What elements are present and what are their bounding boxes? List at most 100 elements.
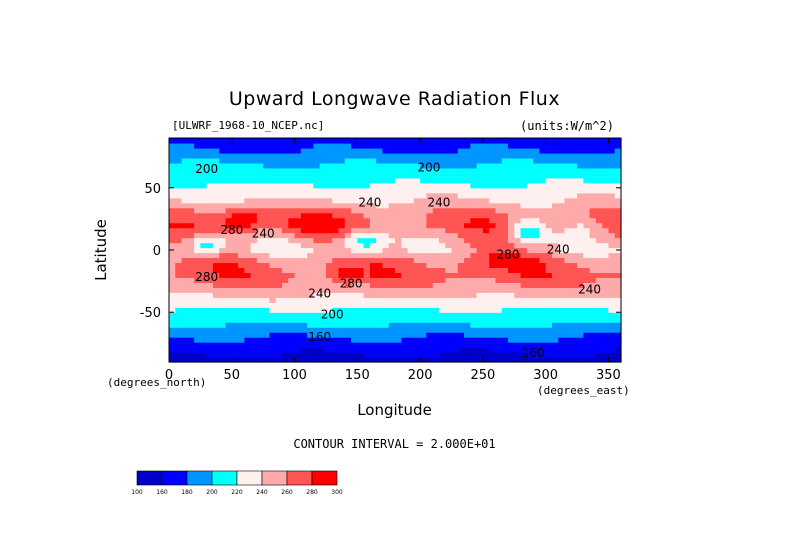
heatmap-cell	[464, 297, 471, 303]
heatmap-cell	[169, 222, 176, 229]
heatmap-cell	[407, 232, 415, 239]
heatmap-cell	[426, 257, 434, 264]
heatmap-cell	[194, 267, 201, 273]
heatmap-cell	[514, 292, 522, 298]
heatmap-cell	[401, 282, 409, 288]
heatmap-cell	[357, 187, 365, 194]
heatmap-cell	[564, 182, 572, 189]
heatmap-cell	[602, 207, 610, 214]
heatmap-cell	[263, 172, 271, 179]
heatmap-cell	[181, 282, 189, 288]
heatmap-cell	[457, 197, 465, 204]
heatmap-cell	[212, 267, 220, 273]
heatmap-cell	[256, 317, 264, 323]
heatmap-cell	[357, 257, 365, 264]
heatmap-cell	[369, 292, 377, 298]
heatmap-cell	[501, 197, 509, 204]
heatmap-cell	[520, 177, 528, 184]
heatmap-cell	[282, 232, 289, 239]
heatmap-cell	[514, 342, 522, 348]
heatmap-cell	[470, 287, 478, 293]
heatmap-cell	[445, 172, 453, 179]
heatmap-cell	[432, 147, 440, 154]
heatmap-cell	[338, 357, 346, 363]
heatmap-cell	[438, 267, 446, 273]
heatmap-cell	[206, 222, 214, 229]
heatmap-cell	[307, 182, 314, 189]
heatmap-cell	[319, 307, 327, 313]
heatmap-cell	[545, 232, 553, 239]
heatmap-cell	[520, 147, 528, 154]
heatmap-cell	[577, 232, 584, 239]
heatmap-cell	[357, 342, 365, 348]
x-tick-label: 300	[533, 368, 558, 383]
heatmap-cell	[351, 327, 358, 333]
heatmap-cell	[420, 172, 427, 179]
heatmap-cell	[520, 287, 528, 293]
heatmap-cell	[533, 162, 540, 169]
heatmap-cell	[294, 222, 302, 229]
heatmap-cell	[508, 157, 515, 164]
heatmap-cell	[357, 247, 365, 254]
contour-interval: CONTOUR INTERVAL = 2.000E+01	[293, 437, 496, 451]
heatmap-cell	[464, 307, 471, 313]
heatmap-cell	[457, 247, 465, 254]
heatmap-cell	[263, 292, 271, 298]
heatmap-cell	[614, 157, 622, 164]
heatmap-cell	[482, 252, 490, 259]
heatmap-cell	[181, 192, 189, 199]
heatmap-cell	[564, 138, 572, 144]
heatmap-cell	[545, 332, 553, 338]
heatmap-cell	[608, 257, 616, 264]
heatmap-cell	[457, 227, 465, 234]
heatmap-cell	[325, 177, 333, 184]
heatmap-cell	[275, 227, 283, 234]
heatmap-cell	[238, 297, 245, 303]
heatmap-cell	[464, 317, 471, 323]
heatmap-cell	[476, 242, 484, 249]
heatmap-cell	[583, 317, 591, 323]
heatmap-cell	[256, 242, 264, 249]
heatmap-cell	[564, 332, 572, 338]
heatmap-cell	[369, 172, 377, 179]
heatmap-cell	[551, 292, 559, 298]
heatmap-cell	[558, 147, 566, 154]
heatmap-cell	[401, 352, 409, 358]
heatmap-cell	[187, 287, 195, 293]
heatmap-cell	[508, 202, 515, 209]
contour-label: 280	[497, 248, 520, 262]
heatmap-cell	[313, 172, 321, 179]
heatmap-cell	[438, 282, 446, 288]
heatmap-cell	[388, 167, 396, 174]
heatmap-cell	[614, 147, 622, 154]
heatmap-cell	[413, 207, 421, 214]
heatmap-cell	[382, 187, 390, 194]
heatmap-cell	[570, 322, 578, 328]
heatmap-cell	[200, 252, 208, 259]
heatmap-cell	[407, 157, 415, 164]
heatmap-cell	[413, 312, 421, 318]
heatmap-cell	[420, 317, 427, 323]
heatmap-cell	[614, 167, 622, 174]
heatmap-cell	[388, 267, 396, 273]
heatmap-cell	[263, 332, 271, 338]
heatmap-cell	[175, 242, 183, 249]
heatmap-cell	[175, 138, 183, 144]
heatmap-cell	[169, 337, 176, 343]
heatmap-cell	[489, 342, 497, 348]
heatmap-cell	[244, 162, 252, 169]
heatmap-cell	[533, 267, 540, 273]
heatmap-cell	[344, 292, 352, 298]
heatmap-cell	[187, 177, 195, 184]
heatmap-cell	[369, 142, 377, 149]
heatmap-cell	[263, 152, 271, 159]
heatmap-cell	[181, 222, 189, 229]
heatmap-cell	[332, 357, 340, 363]
heatmap-cell	[256, 342, 264, 348]
heatmap-cell	[589, 342, 597, 348]
heatmap-cell	[388, 342, 396, 348]
heatmap-cell	[520, 307, 528, 313]
heatmap-cell	[369, 252, 377, 259]
heatmap-cell	[294, 212, 302, 219]
heatmap-cell	[420, 267, 427, 273]
